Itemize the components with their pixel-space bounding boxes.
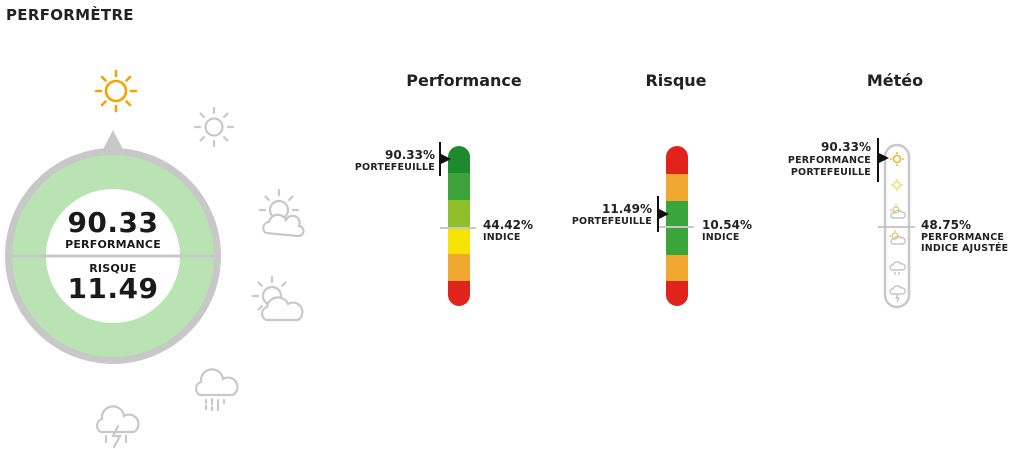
perf-seg-2 <box>448 173 470 200</box>
page-title: PERFORMÈTRE <box>6 6 134 24</box>
performance-scale <box>448 146 470 306</box>
partly-cloudy-icon <box>251 275 304 322</box>
perf-seg-1 <box>448 146 470 173</box>
perf-portfolio-value: 90.33% <box>385 148 435 162</box>
weather-portfolio-marker <box>877 138 889 182</box>
risk-seg-6 <box>666 281 688 306</box>
performance-title: Performance <box>406 71 522 90</box>
thunderstorm-icon <box>95 405 140 449</box>
weather-title: Météo <box>866 71 924 90</box>
weather-portfolio-label-2: PORTEFEUILLE <box>790 167 871 178</box>
weather-portfolio-value: 90.33% <box>821 140 871 154</box>
perf-portfolio-label: PORTEFEUILLE <box>354 162 435 173</box>
weather-scale-partly-cloudy-icon <box>889 230 906 245</box>
perf-seg-3 <box>448 200 470 227</box>
weather-scale-sun-icon <box>890 152 904 166</box>
risk-portfolio-value: 11.49% <box>602 202 652 216</box>
risk-index-value: 10.54% <box>702 218 752 232</box>
perf-seg-6 <box>448 281 470 306</box>
risk-portfolio-marker <box>657 196 669 232</box>
sun-behind-cloud-icon <box>258 188 305 238</box>
weather-index-label-1: PERFORMANCE <box>921 232 1005 243</box>
perf-seg-4 <box>448 227 470 254</box>
weather-scale-sun-outline-icon <box>891 179 903 191</box>
gauge-risk-value: 11.49 <box>67 272 159 305</box>
weather-scale-storm-icon <box>889 285 906 303</box>
weather-index-label-2: INDICE AJUSTÉE <box>921 243 1009 254</box>
risk-seg-5 <box>666 255 688 281</box>
risk-scale <box>666 146 688 306</box>
weather-scale-sun-cloud-icon <box>890 204 906 219</box>
perf-index-value: 44.42% <box>483 218 533 232</box>
gauge-risk-label: RISQUE <box>89 262 137 275</box>
risk-seg-2 <box>666 174 688 201</box>
rain-cloud-icon <box>194 368 239 412</box>
risk-index-label: INDICE <box>702 232 740 243</box>
weather-scale-rain-icon <box>889 261 906 275</box>
risk-seg-1 <box>666 146 688 174</box>
weather-portfolio-label-1: PERFORMANCE <box>787 155 871 166</box>
sun-icon <box>94 69 138 113</box>
risk-portfolio-label: PORTEFEUILLE <box>571 216 652 227</box>
perf-portfolio-marker <box>439 142 451 176</box>
perf-index-label: INDICE <box>483 232 521 243</box>
risk-title: Risque <box>645 71 707 90</box>
gauge-performance-label: PERFORMANCE <box>65 238 161 251</box>
risk-seg-4 <box>666 228 688 255</box>
main-gauge <box>5 130 221 364</box>
sun-outline-icon <box>193 106 235 148</box>
gauge-performance-value: 90.33 <box>67 206 159 239</box>
weather-index-value: 48.75% <box>921 218 971 232</box>
risk-seg-3 <box>666 201 688 228</box>
perf-seg-5 <box>448 254 470 281</box>
